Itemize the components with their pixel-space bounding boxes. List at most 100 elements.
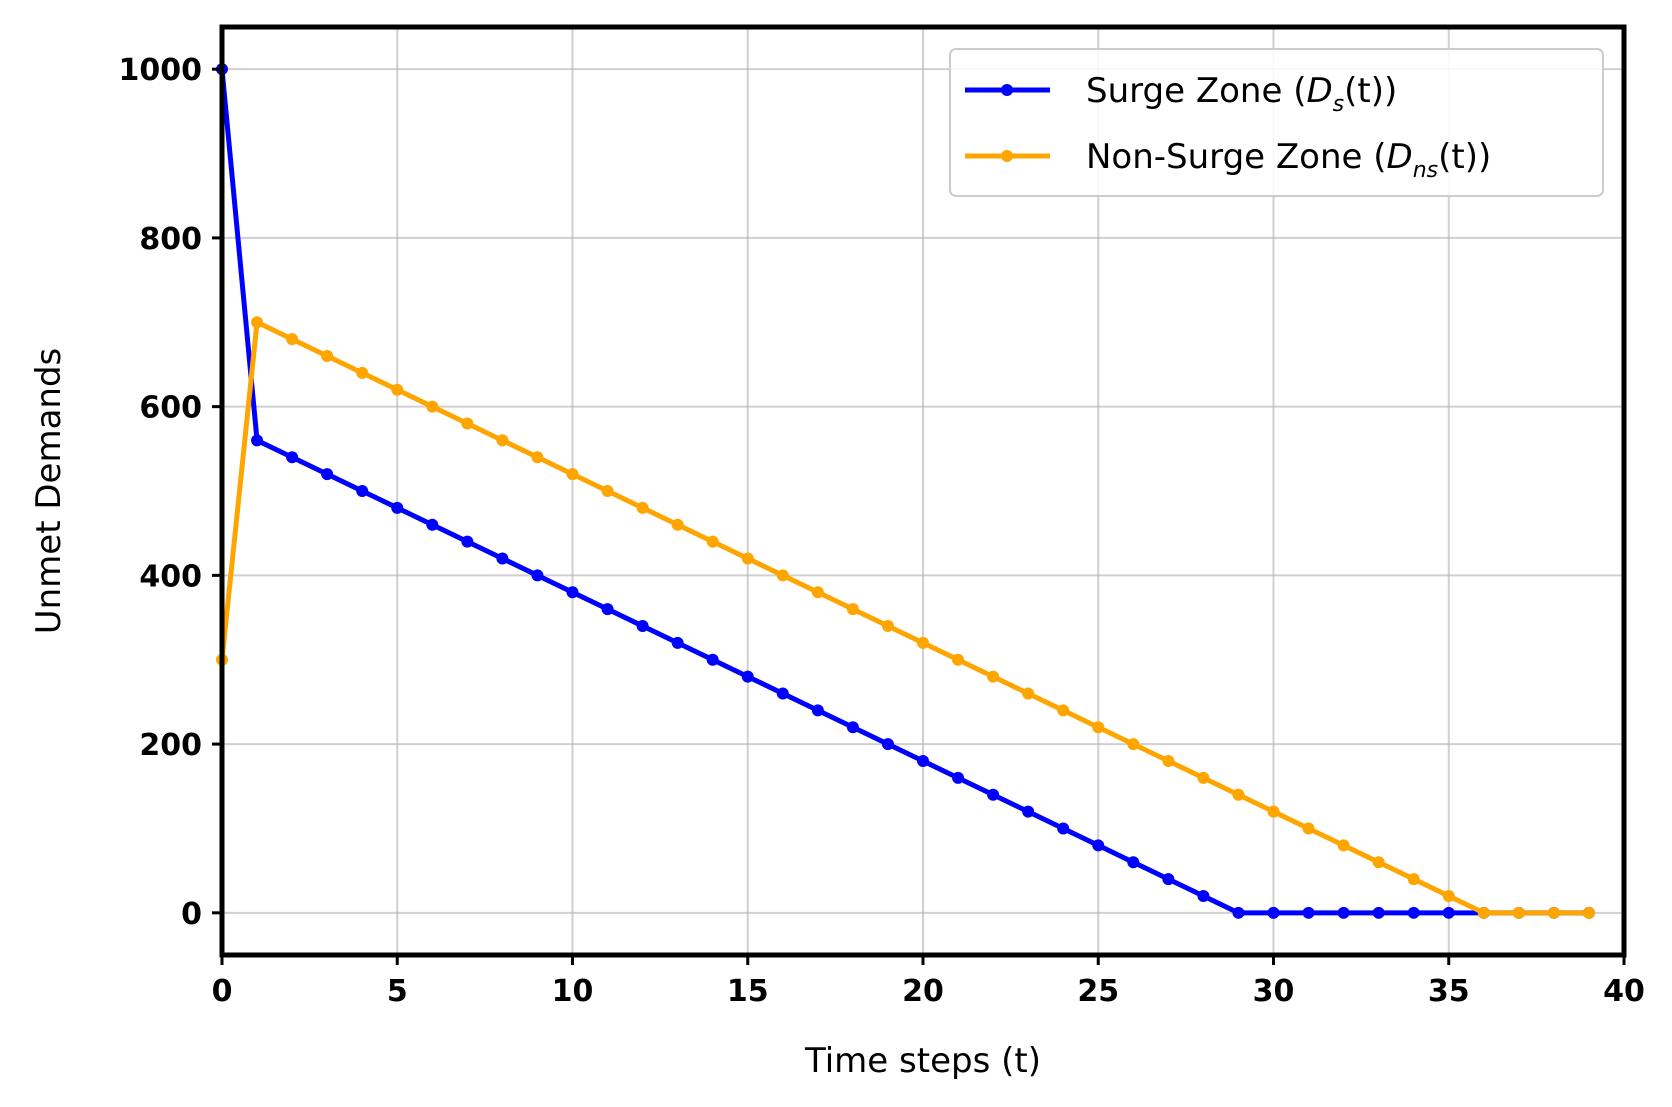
legend-label-prefix: Surge Zone (: [1086, 71, 1306, 111]
y-axis-label: Unmet Demands: [29, 348, 69, 635]
legend-label-prefix: Non-Surge Zone (: [1086, 137, 1387, 177]
data-point: [566, 586, 579, 599]
data-point: [1302, 822, 1315, 835]
series-1: [216, 63, 1595, 919]
data-point: [1477, 906, 1490, 919]
legend-label-variable: D: [1387, 137, 1413, 177]
data-point: [1057, 704, 1070, 717]
x-tick-label: 35: [1428, 974, 1470, 1009]
data-point: [286, 333, 299, 346]
legend-label-suffix: (t)): [1438, 137, 1491, 177]
data-point: [1022, 805, 1035, 818]
data-point: [391, 501, 404, 514]
data-point: [1547, 906, 1560, 919]
series-layer: [216, 63, 1595, 919]
data-point: [251, 316, 264, 329]
data-point: [1127, 856, 1140, 869]
x-tick-label: 15: [727, 974, 769, 1009]
legend: Surge Zone (Ds(t))Non-Surge Zone (Dns(t)…: [949, 48, 1604, 197]
data-point: [917, 754, 929, 767]
data-point: [1232, 788, 1245, 801]
data-point: [566, 468, 579, 481]
legend-label-variable: D: [1306, 71, 1332, 111]
data-point: [846, 603, 859, 616]
x-tick-label: 20: [902, 974, 944, 1009]
x-tick-label: 0: [212, 974, 233, 1009]
data-point: [391, 383, 404, 396]
x-tick-label: 25: [1077, 974, 1119, 1009]
data-point: [636, 619, 649, 632]
data-point: [356, 366, 369, 379]
data-point: [952, 653, 965, 666]
data-point: [776, 687, 789, 700]
data-point: [1442, 906, 1455, 919]
data-point: [531, 569, 544, 582]
data-point: [1302, 906, 1315, 919]
data-point: [1092, 839, 1105, 852]
data-point: [1162, 754, 1175, 767]
data-point: [1022, 687, 1035, 700]
legend-box: [949, 48, 1604, 197]
data-point: [1127, 738, 1140, 751]
data-point: [636, 501, 649, 514]
data-point: [1197, 889, 1210, 902]
data-point: [811, 704, 824, 717]
data-point: [1267, 906, 1280, 919]
data-point: [1442, 889, 1455, 902]
data-point: [1232, 906, 1245, 919]
data-point: [1407, 873, 1420, 886]
data-point: [496, 552, 509, 565]
data-point: [461, 417, 474, 430]
data-point: [917, 636, 929, 649]
data-point: [706, 535, 719, 548]
data-point: [1407, 906, 1420, 919]
data-point: [601, 603, 614, 616]
x-tick-label: 5: [387, 974, 408, 1009]
legend-item-2: Non-Surge Zone (Dns(t)): [965, 137, 1491, 183]
legend-label-subscript: ns: [1413, 158, 1438, 183]
data-point: [846, 721, 859, 734]
data-point: [601, 485, 614, 497]
data-point: [741, 670, 754, 683]
data-point: [1582, 906, 1595, 919]
data-point: [496, 434, 509, 447]
data-point: [1057, 822, 1070, 835]
data-point: [671, 518, 684, 531]
legend-swatch-marker: [1001, 84, 1013, 96]
data-point: [251, 434, 264, 447]
legend-label-suffix: (t)): [1344, 71, 1397, 111]
data-point: [1337, 839, 1350, 852]
data-point: [1267, 805, 1280, 818]
data-point: [741, 552, 754, 565]
data-point: [356, 485, 369, 497]
data-point: [952, 771, 965, 784]
data-point: [776, 569, 789, 582]
data-point: [881, 619, 894, 632]
legend-swatch-marker: [1001, 150, 1013, 162]
data-point: [881, 738, 894, 751]
x-tick-label: 10: [552, 974, 594, 1009]
legend-label-subscript: s: [1333, 92, 1344, 117]
legend-label: Non-Surge Zone (Dns(t)): [1086, 137, 1491, 183]
data-point: [706, 653, 719, 666]
y-tick-label: 0: [181, 897, 202, 932]
data-point: [671, 636, 684, 649]
legend-item-1: Surge Zone (Ds(t)): [965, 71, 1397, 117]
data-point: [1162, 873, 1175, 886]
data-point: [321, 468, 334, 481]
data-point: [1197, 771, 1210, 784]
data-point: [286, 451, 299, 464]
data-point: [987, 788, 1000, 801]
series-line: [219, 319, 1589, 916]
data-point: [531, 451, 544, 464]
data-point: [811, 586, 824, 599]
y-tick-label: 600: [139, 391, 202, 426]
data-point: [321, 350, 334, 363]
series-line: [219, 68, 1589, 916]
data-point: [461, 535, 474, 548]
y-tick-label: 400: [139, 559, 202, 594]
x-tick-label: 40: [1603, 974, 1645, 1009]
series-2: [216, 316, 1595, 919]
